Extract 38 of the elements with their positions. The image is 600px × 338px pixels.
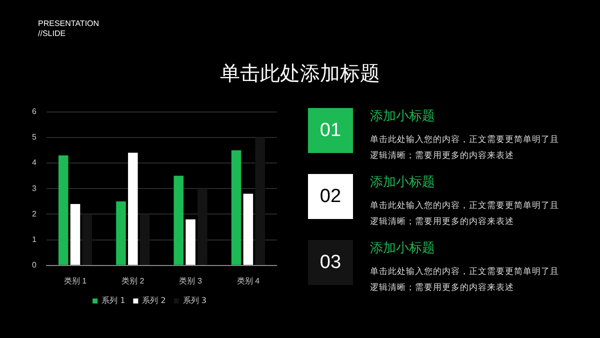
text: 单击此处输入您的内容，正文需要更简单明了且逻辑清晰；需要用更多的内容来表述	[370, 266, 560, 295]
bar	[128, 152, 138, 265]
chart-title: 单击此处添加标题	[219, 60, 381, 87]
bar	[243, 194, 254, 265]
x-tick-label: 类别 3	[179, 276, 202, 286]
bar	[58, 155, 68, 265]
bar	[174, 176, 184, 265]
text: 单击此处输入您的内容，正文需要更简单明了且逻辑清晰；需要用更多的内容来表述	[370, 200, 560, 229]
bar	[198, 188, 208, 265]
bar	[231, 150, 242, 265]
text: 添加小标题	[370, 174, 435, 191]
bar	[186, 219, 196, 265]
legend-label: 系列 3	[182, 296, 206, 306]
text: 添加小标题	[370, 240, 435, 257]
bar	[255, 137, 265, 265]
number-box: 02	[308, 174, 353, 219]
y-tick-label: 4	[32, 158, 37, 168]
y-tick-label: 3	[32, 184, 37, 193]
y-tick-label: 0	[32, 260, 37, 270]
bar	[82, 214, 92, 265]
y-tick-label: 1	[32, 235, 37, 244]
number-box: 01	[308, 108, 353, 153]
bar	[116, 201, 126, 265]
y-tick-label: 2	[32, 209, 37, 218]
y-tick-label: 6	[32, 107, 37, 116]
legend-label: 系列 2	[142, 296, 166, 306]
text: 添加小标题	[370, 108, 435, 125]
number-box: 03	[308, 240, 353, 285]
text: 单击此处输入您的内容，正文需要更简单明了且逻辑清晰；需要用更多的内容来表述	[370, 134, 560, 163]
legend-label: 系列 1	[102, 296, 126, 306]
x-tick-label: 类别 2	[122, 276, 145, 286]
x-tick-label: 类别 1	[64, 276, 88, 286]
x-tick-label: 类别 4	[236, 276, 260, 286]
bar	[70, 204, 80, 265]
text: PRESENTATION	[38, 19, 100, 29]
bar	[140, 214, 150, 265]
text: //SLIDE	[38, 29, 67, 39]
y-tick-label: 5	[32, 132, 37, 142]
